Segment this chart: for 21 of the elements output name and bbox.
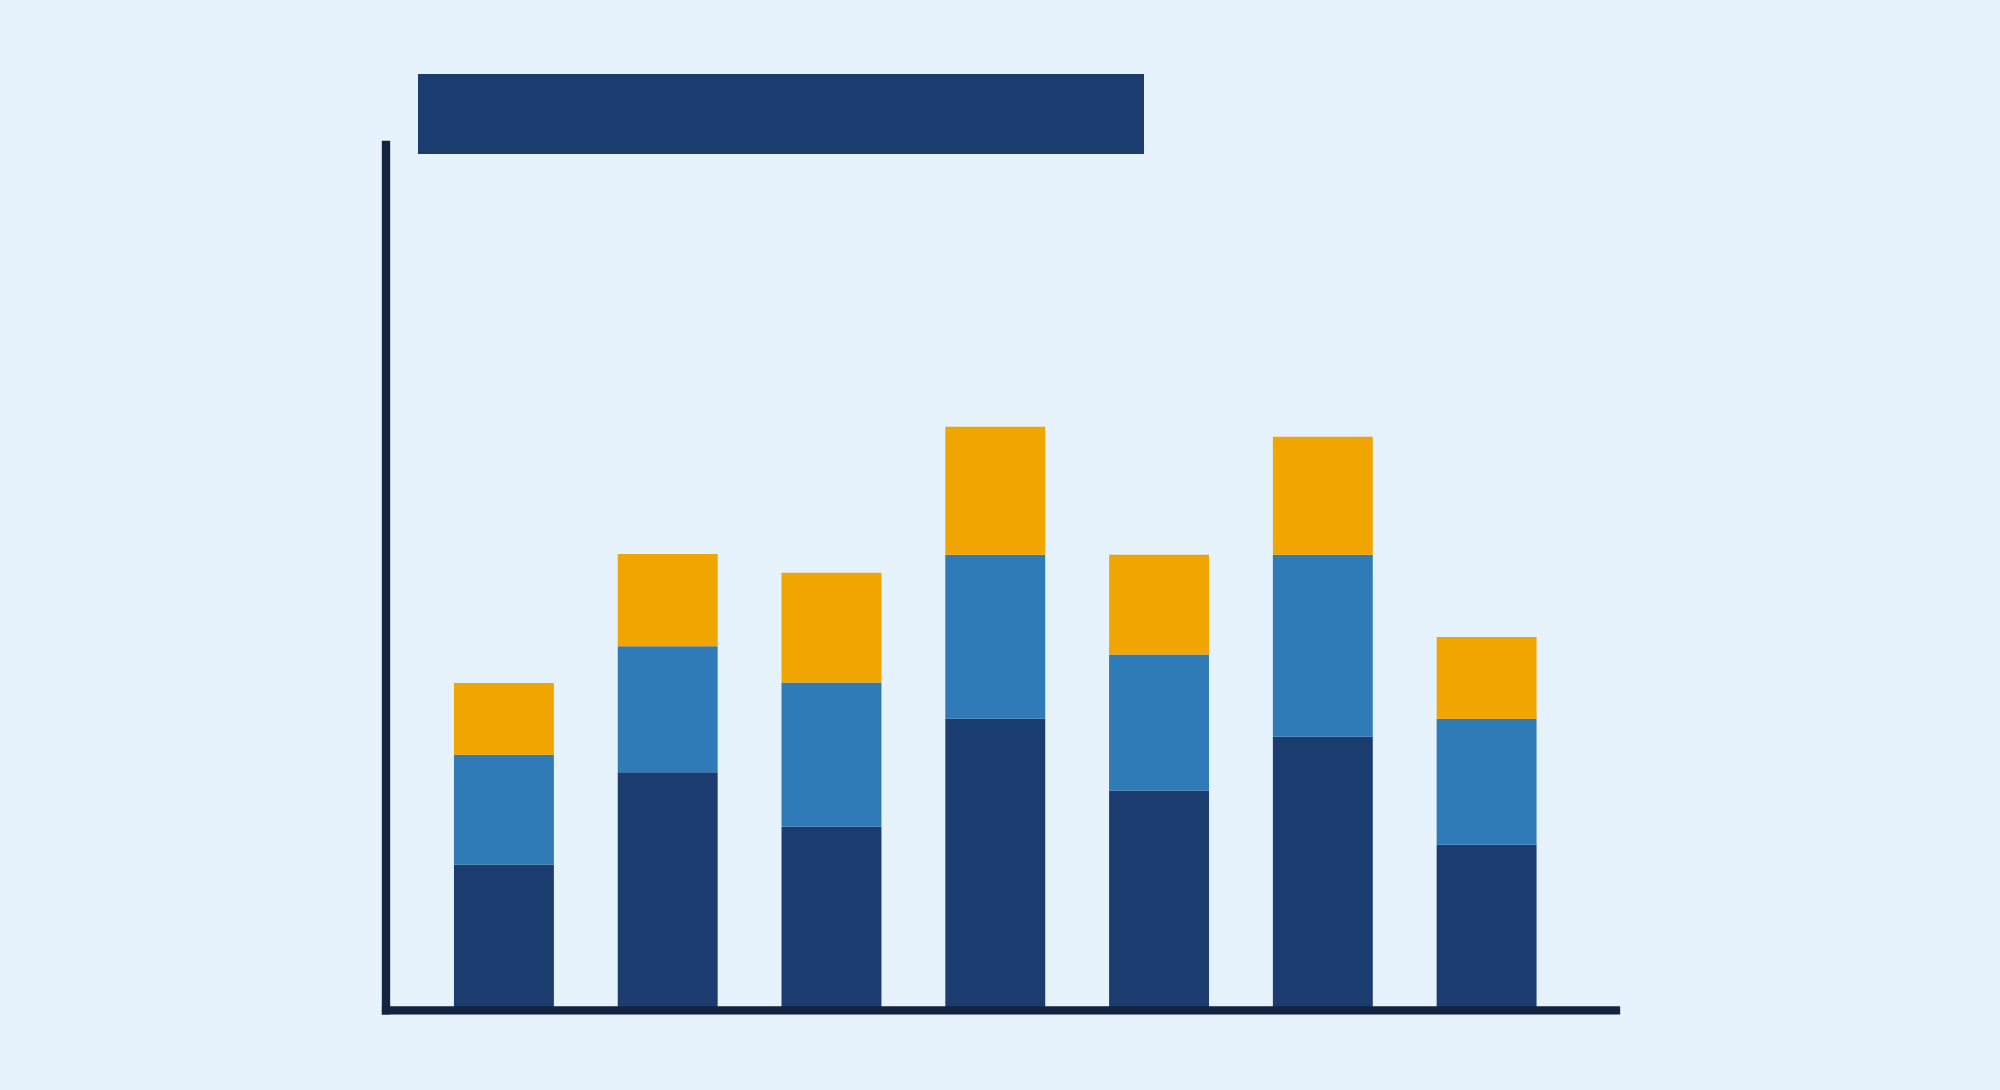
bar: [453, 754, 554, 865]
bar: [1109, 554, 1209, 655]
bar: [1272, 436, 1373, 555]
bar: [1272, 736, 1373, 1011]
bar: [1272, 554, 1373, 737]
bar: [453, 864, 554, 1011]
bar: [617, 646, 718, 773]
bar: [617, 772, 718, 1011]
bar: [1436, 636, 1537, 719]
bar: [1436, 844, 1537, 1011]
bar: [781, 572, 882, 683]
bar: [453, 683, 554, 755]
bar: [945, 426, 1046, 555]
bar: [945, 718, 1046, 1011]
bar: [945, 554, 1046, 719]
bar: [781, 826, 882, 1011]
bar: [617, 554, 718, 647]
bar: [781, 682, 882, 827]
bar: [1436, 718, 1537, 845]
bar: [1109, 654, 1209, 791]
bar: [1109, 790, 1209, 1011]
